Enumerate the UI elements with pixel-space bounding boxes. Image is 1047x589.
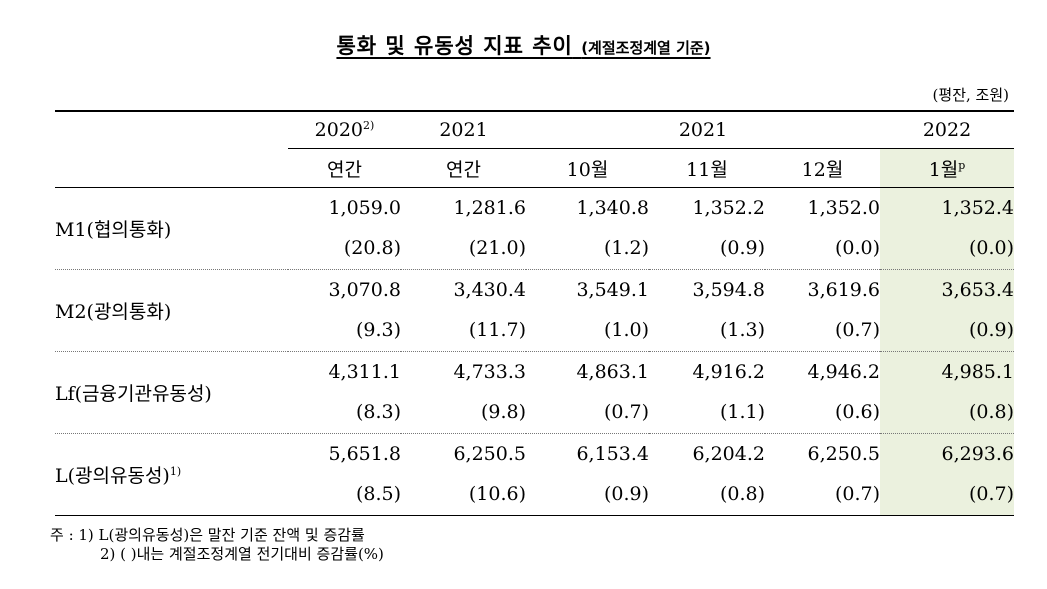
header-year-2021-annual: 2021	[401, 111, 526, 149]
cell-change: (1.0)	[603, 319, 649, 341]
cell-value: 1,352.2	[692, 196, 765, 219]
row-label-m2: M2(광의통화)	[55, 301, 172, 323]
cell-change: (0.0)	[834, 237, 881, 259]
cell-change: (1.3)	[719, 319, 765, 341]
cell-change: (1.1)	[719, 401, 765, 423]
row-label-l-footnote-mark: 1)	[169, 465, 182, 478]
cell-change-latest: (0.8)	[880, 391, 1015, 434]
page-title: 통화 및 유동성 지표 추이 (계절조정계열 기준)	[336, 30, 710, 60]
cell-change: (0.9)	[719, 237, 765, 259]
cell-change: (0.6)	[834, 401, 881, 423]
header-year-2021-monthly: 2021	[526, 111, 881, 149]
cell-value: 5,651.8	[328, 442, 401, 465]
cell-value-latest: 1,352.4	[880, 187, 1015, 227]
cell-value: 6,250.5	[807, 442, 881, 465]
header-2020-footnote-mark: 2)	[363, 119, 375, 132]
header-year-2020: 20202)	[288, 111, 401, 149]
cell-change: (8.5)	[355, 483, 401, 505]
cell-value: 6,204.2	[692, 442, 765, 465]
cell-change: (0.7)	[834, 483, 881, 505]
unit-label: (평잔, 조원)	[932, 86, 1009, 104]
cell-value: 3,430.4	[453, 278, 526, 301]
cell-change: (8.3)	[355, 401, 401, 423]
cell-change: (20.8)	[343, 237, 401, 259]
cell-value: 4,916.2	[692, 360, 765, 383]
cell-change-latest: (0.7)	[880, 473, 1015, 516]
cell-value: 4,946.2	[807, 360, 881, 383]
cell-change-latest: (0.9)	[880, 309, 1015, 352]
cell-value: 1,281.6	[453, 196, 526, 219]
cell-change: (0.8)	[719, 483, 765, 505]
cell-value: 1,352.0	[807, 196, 881, 219]
table-row-lf-values: Lf(금융기관유동성) 4,311.1 4,733.3 4,863.1 4,91…	[55, 351, 1015, 405]
cell-value-latest: 3,653.4	[880, 269, 1015, 309]
table-row-m1-changes: (20.8) (21.0) (1.2) (0.9) (0.0) (0.0)	[55, 227, 1015, 270]
cell-value: 4,863.1	[576, 360, 649, 383]
cell-change: (21.0)	[468, 237, 526, 259]
table-row-m2-changes: (9.3) (11.7) (1.0) (1.3) (0.7) (0.9)	[55, 309, 1015, 352]
row-label-m1: M1(협의통화)	[55, 219, 172, 241]
table-row-m2-values: M2(광의통화) 3,070.8 3,430.4 3,549.1 3,594.8…	[55, 269, 1015, 323]
title-subtitle: (계절조정계열 기준)	[581, 39, 711, 57]
cell-value: 3,619.6	[807, 278, 881, 301]
cell-change: (0.7)	[834, 319, 881, 341]
table-row-lf-changes: (8.3) (9.8) (0.7) (1.1) (0.6) (0.8)	[55, 391, 1015, 434]
cell-change: (9.3)	[355, 319, 401, 341]
title-main: 통화 및 유동성 지표 추이	[336, 34, 573, 58]
row-label-l: L(광의유동성)1)	[55, 465, 182, 487]
table-row-m1-values: M1(협의통화) 1,059.0 1,281.6 1,340.8 1,352.2…	[55, 187, 1015, 241]
header-period-jan: 1월p	[880, 148, 1015, 188]
cell-value: 4,733.3	[453, 360, 526, 383]
header-row-periods: 연간 연간 10월 11월 12월 1월p	[55, 148, 1015, 188]
header-blank-2	[55, 149, 288, 188]
header-year-2022: 2022	[880, 111, 1015, 149]
table-row-l-values: L(광의유동성)1) 5,651.8 6,250.5 6,153.4 6,204…	[55, 433, 1015, 487]
cell-value: 3,594.8	[692, 278, 765, 301]
indicator-table: 20202) 2021 2021 2022 연간 연간 10월 11월 12월 …	[55, 110, 1015, 516]
cell-value: 1,059.0	[328, 196, 401, 219]
table-row-l-changes: (8.5) (10.6) (0.9) (0.8) (0.7) (0.7)	[55, 473, 1015, 516]
cell-value: 4,311.1	[328, 360, 401, 383]
preliminary-mark: p	[958, 158, 966, 172]
cell-value: 1,340.8	[576, 196, 649, 219]
cell-change: (0.7)	[603, 401, 649, 423]
cell-change: (9.8)	[480, 401, 526, 423]
cell-value: 6,250.5	[453, 442, 526, 465]
title-area: 통화 및 유동성 지표 추이 (계절조정계열 기준)	[0, 30, 1047, 60]
cell-value: 3,070.8	[328, 278, 401, 301]
cell-change: (11.7)	[468, 319, 526, 341]
cell-change-latest: (0.0)	[880, 227, 1015, 270]
footnote-2: 2) ( )내는 계절조정계열 전기대비 증감률(%)	[100, 545, 384, 563]
cell-value: 6,153.4	[576, 442, 649, 465]
header-period-oct: 10월	[566, 158, 609, 181]
footnote-1: 주 : 1) L(광의유동성)은 말잔 기준 잔액 및 증감률	[50, 526, 365, 544]
cell-value-latest: 6,293.6	[880, 433, 1015, 473]
cell-change: (1.2)	[603, 237, 649, 259]
cell-value: 3,549.1	[576, 278, 649, 301]
header-period-annual-2020: 연간	[327, 158, 362, 181]
cell-change: (0.9)	[603, 483, 649, 505]
header-period-annual-2021: 연간	[446, 158, 481, 181]
header-blank	[55, 111, 288, 149]
header-period-nov: 11월	[686, 158, 728, 181]
header-row-years: 20202) 2021 2021 2022	[55, 111, 1015, 149]
cell-value-latest: 4,985.1	[880, 351, 1015, 391]
header-period-dec: 12월	[801, 158, 844, 181]
cell-change: (10.6)	[468, 483, 526, 505]
row-label-lf: Lf(금융기관유동성)	[55, 383, 212, 405]
footnotes: 주 : 1) L(광의유동성)은 말잔 기준 잔액 및 증감률 2) ( )내는…	[50, 526, 384, 564]
